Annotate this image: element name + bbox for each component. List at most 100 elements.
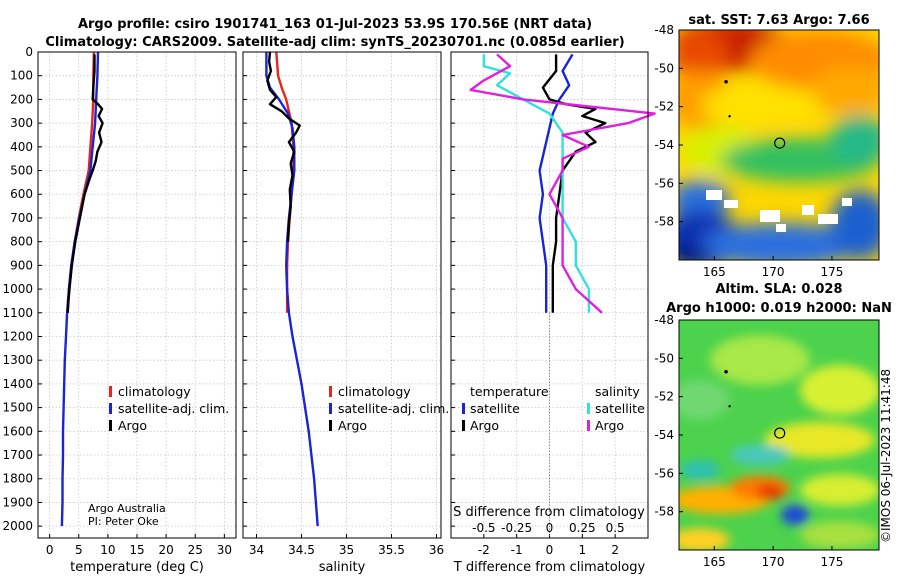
y-tick-label: 1200 — [2, 329, 33, 343]
figure-title-line2: Climatology: CARS2009. Satellite-adj cli… — [45, 35, 624, 50]
legend-swatch-s-argo — [587, 420, 590, 431]
legend-label-s-argo: Argo — [595, 418, 624, 433]
difference-legend: temperature satellite Argo salinity sate… — [462, 384, 645, 433]
series-line-salinity-argo — [469, 53, 656, 314]
temperature-legend: climatology satellite-adj. clim. Argo — [109, 384, 229, 433]
map-y-tick-label: -54 — [654, 138, 674, 152]
x-tick-label: 34.5 — [288, 543, 315, 557]
y-tick-label: 1100 — [2, 306, 33, 320]
sla-map-axes: 165 170 175 -48 -50 -52 -54 -56 -58 — [654, 313, 843, 569]
x-tick-label: 5 — [75, 543, 83, 557]
legend-label-satellite: satellite-adj. clim. — [338, 401, 449, 416]
island-marker — [724, 79, 728, 84]
legend-label-t-argo: Argo — [470, 418, 499, 433]
sst-map-axes: 165 170 175 -48 -50 -52 -54 -56 -58 — [654, 23, 843, 279]
difference-panel: -2 -1 0 1 2 T difference from climatology -0.5… — [450, 51, 656, 575]
y-tick-label: 700 — [10, 211, 33, 225]
y-tick-label: 1400 — [2, 377, 33, 391]
x-tick-label: 36 — [429, 543, 444, 557]
x-tick-label: 25 — [188, 543, 203, 557]
y-tick-label: 500 — [10, 164, 33, 178]
legend-label-argo: Argo — [118, 418, 147, 433]
y-tick-label: 900 — [10, 258, 33, 272]
s-diff-axis-label: S difference from climatology — [453, 505, 645, 520]
legend-swatch-climatology — [329, 386, 332, 397]
s-tick-label: -0.5 — [472, 521, 495, 535]
x-tick-label: 35 — [339, 543, 354, 557]
x-tick-label: 20 — [158, 543, 173, 557]
map-y-tick-label: -58 — [654, 505, 674, 519]
sla-map-title-line2: Argo h1000: 0.019 h2000: NaN — [666, 301, 892, 316]
credit-line2: PI: Peter Oke — [88, 515, 159, 528]
y-tick-label: 400 — [10, 140, 33, 154]
series-line-satellite-adj-clim- — [265, 52, 319, 527]
sla-map-title-line1: Altim. SLA: 0.028 — [716, 282, 843, 297]
legend-label-s-satellite: satellite — [595, 401, 645, 416]
series-line-argo — [266, 51, 301, 242]
legend-swatch-satellite — [109, 403, 112, 414]
y-tick-label: 1800 — [2, 472, 33, 486]
map-x-tick-label: 175 — [820, 265, 843, 279]
salinity-panel: 34 34.5 35 35.5 36 salinity — [242, 51, 444, 575]
credit-line1: Argo Australia — [88, 502, 166, 515]
x-tick-label: 35.5 — [378, 543, 405, 557]
y-tick-label: 1000 — [2, 282, 33, 296]
x-tick-label: 30 — [217, 543, 232, 557]
legend-label-climatology: climatology — [118, 384, 191, 399]
legend-title-temperature: temperature — [470, 384, 549, 399]
legend-swatch-satellite — [329, 403, 332, 414]
x-tick-label: 15 — [129, 543, 144, 557]
legend-swatch-s-satellite — [587, 403, 590, 414]
map-y-tick-label: -52 — [654, 100, 674, 114]
x-tick-label: -2 — [478, 543, 490, 557]
y-tick-label: 1900 — [2, 495, 33, 509]
plot-frame — [242, 51, 442, 539]
sst-heatmap — [679, 30, 879, 260]
series-group — [265, 51, 319, 527]
x-tick-label: 1 — [579, 543, 587, 557]
map-x-tick-label: 165 — [703, 555, 726, 569]
x-axis-label: temperature (deg C) — [70, 560, 204, 575]
y-tick-label: 300 — [10, 116, 33, 130]
sst-map-title: sat. SST: 7.63 Argo: 7.66 — [688, 13, 869, 28]
x-tick-label: 2 — [611, 543, 619, 557]
legend-label-climatology: climatology — [338, 384, 411, 399]
y-tick-label: 1500 — [2, 401, 33, 415]
legend-label-argo: Argo — [338, 418, 367, 433]
map-x-tick-label: 170 — [762, 265, 785, 279]
x-axis-label: salinity — [319, 560, 366, 575]
y-tick-label: 100 — [10, 69, 33, 83]
island-marker — [728, 405, 731, 408]
map-y-tick-label: -52 — [654, 390, 674, 404]
map-y-tick-label: -50 — [654, 61, 674, 75]
map-x-tick-label: 170 — [762, 555, 785, 569]
legend-swatch-climatology — [109, 386, 112, 397]
x-tick-label: 34 — [249, 543, 264, 557]
island-marker — [724, 369, 728, 374]
x-tick-label: 0 — [546, 543, 554, 557]
legend-swatch-t-satellite — [462, 403, 465, 414]
map-y-tick-label: -48 — [654, 313, 674, 327]
x-axis-label: T difference from climatology — [453, 560, 646, 575]
legend-swatch-argo — [329, 420, 332, 431]
series-line-argo — [66, 54, 104, 313]
y-tick-label: 600 — [10, 187, 33, 201]
s-tick-label: 0.25 — [569, 521, 596, 535]
x-tick-label: 0 — [46, 543, 54, 557]
s-tick-label: 0 — [546, 521, 554, 535]
salinity-legend: climatology satellite-adj. clim. Argo — [329, 384, 449, 433]
map-y-tick-label: -56 — [654, 466, 674, 480]
s-tick-label: -0.25 — [501, 521, 532, 535]
legend-label-satellite: satellite-adj. clim. — [118, 401, 229, 416]
map-y-tick-label: -50 — [654, 351, 674, 365]
temperature-panel: 0 5 10 15 20 25 300100200300400500600700800900… — [2, 45, 237, 575]
legend-title-salinity: salinity — [595, 384, 640, 399]
x-tick-label: 10 — [100, 543, 115, 557]
y-tick-label: 800 — [10, 235, 33, 249]
map-y-tick-label: -54 — [654, 428, 674, 442]
series-line-salinity-satellite — [482, 54, 591, 313]
y-tick-label: 200 — [10, 92, 33, 106]
y-tick-label: 1700 — [2, 448, 33, 462]
series-group — [469, 53, 656, 314]
